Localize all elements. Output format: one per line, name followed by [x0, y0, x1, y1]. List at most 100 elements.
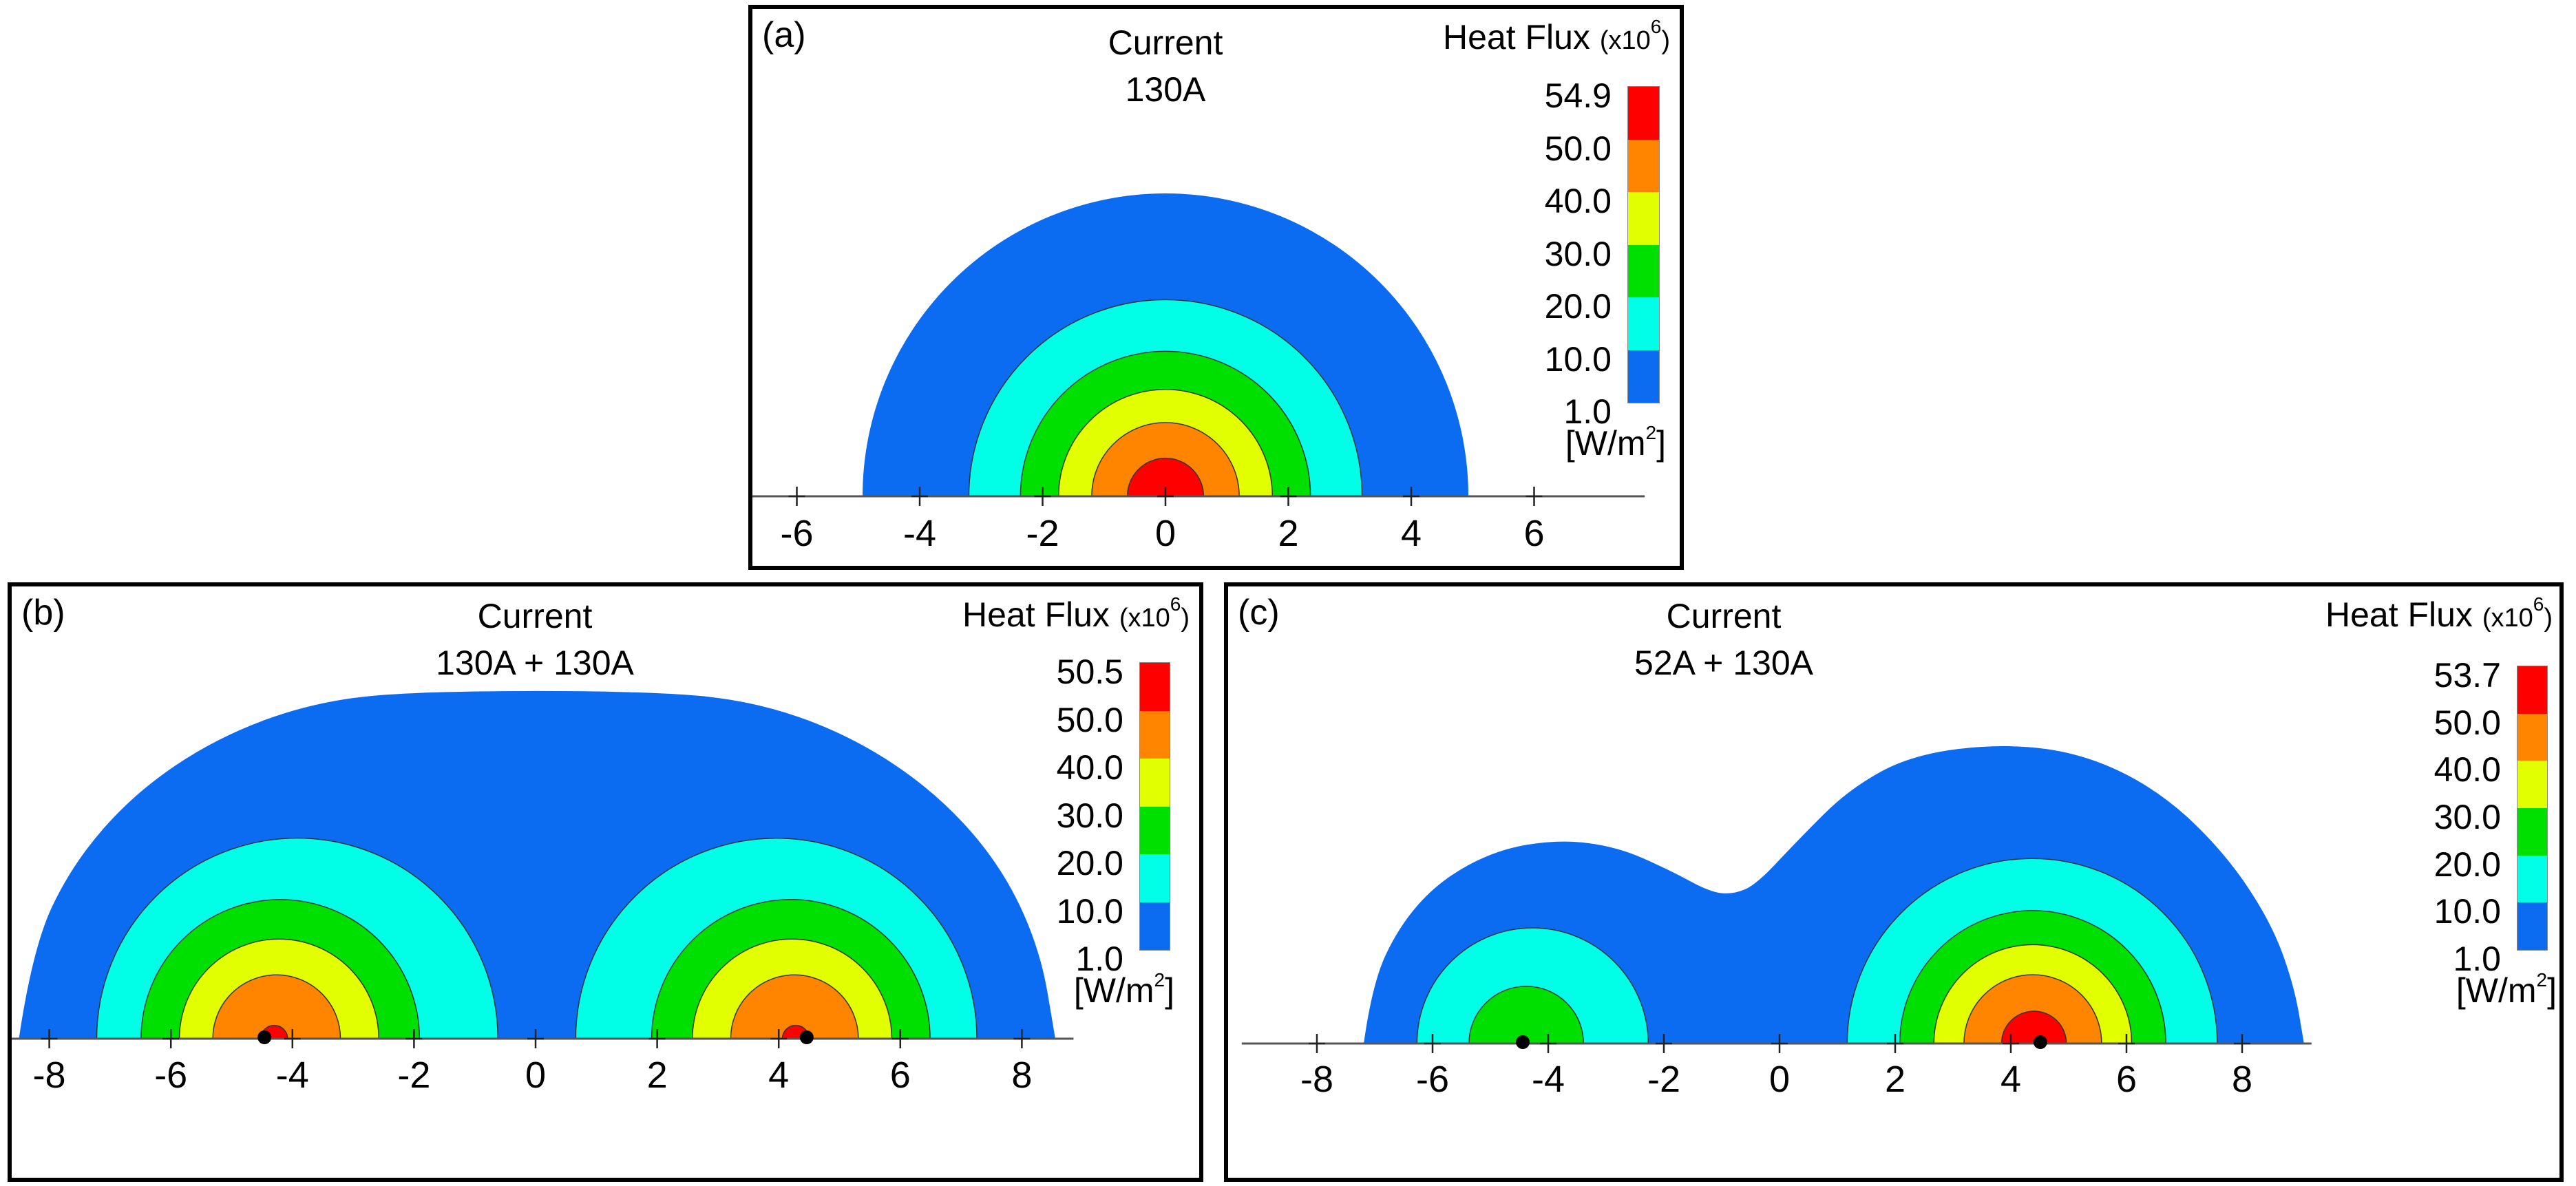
unit-exp: 2	[1645, 422, 1657, 443]
colorbar-scale: (x106)	[1599, 17, 1670, 55]
colorbar-label: 20.0	[2434, 845, 2501, 884]
colorbar-label: 10.0	[1544, 339, 1612, 379]
x-tick-label: -4	[903, 513, 936, 554]
colorbar-label: 40.0	[2434, 750, 2501, 790]
colorbar-segment	[2517, 713, 2547, 761]
colorbar-unit: [W/m2]	[1074, 971, 1174, 1010]
colorbar	[2517, 666, 2548, 951]
colorbar-segment	[1628, 192, 1659, 245]
colorbar-segment	[1628, 350, 1659, 403]
colorbar-title: Heat Flux (x106)	[1442, 17, 1670, 56]
title-line-2: 52A + 130A	[1634, 644, 1813, 682]
colorbar-unit: [W/m2]	[2456, 971, 2557, 1010]
colorbar-title-text: Heat Flux	[1442, 18, 1590, 56]
colorbar-label: 40.0	[1544, 181, 1612, 220]
colorbar-label: 20.0	[1056, 843, 1123, 882]
colorbar-title-text: Heat Flux	[962, 595, 1110, 634]
x-tick-label: 8	[1011, 1055, 1032, 1096]
colorbar-segment	[2517, 808, 2547, 856]
colorbar-segment	[2517, 666, 2547, 714]
title-line-2: 130A	[1125, 70, 1206, 109]
contour-band-10	[1416, 927, 1649, 1044]
colorbar-segment	[1628, 297, 1659, 350]
contour-band-40	[730, 974, 859, 1039]
colorbar-label: 40.0	[1056, 748, 1123, 787]
scale-prefix: (x10	[1599, 26, 1651, 55]
x-tick-label: -6	[1416, 1059, 1449, 1100]
x-tick-label: 0	[525, 1055, 546, 1096]
contour-band-40	[212, 974, 341, 1039]
colorbar-segment	[2517, 855, 2547, 903]
unit-prefix: [W/m	[1565, 424, 1646, 463]
x-tick-label: -4	[1532, 1059, 1565, 1100]
scale-exp: 6	[2533, 593, 2544, 615]
x-tick-label: -2	[1026, 513, 1059, 554]
x-tick-label: -6	[154, 1055, 187, 1096]
contour-plot-b: -8 -6 -4 -2 0 2 4 6 8	[12, 690, 1074, 1096]
panel-a: -6 -4 -2 0 2 4 6 (a) Current 130A Heat Flux (x…	[748, 5, 1684, 570]
unit-suffix: ]	[1656, 424, 1666, 463]
conductor-dot	[2033, 1035, 2047, 1049]
x-tick-label: -8	[33, 1055, 66, 1096]
colorbar-label: 30.0	[1544, 234, 1612, 273]
scale-exp: 6	[1650, 16, 1662, 37]
x-tick-label: 4	[1401, 513, 1422, 554]
scale-suffix: )	[2544, 604, 2553, 633]
scale-suffix: )	[1661, 26, 1670, 55]
title-line-1: Current	[1108, 23, 1223, 62]
colorbar-label: 50.0	[1056, 700, 1123, 739]
x-tick-label: 4	[768, 1055, 789, 1096]
contour-plot-c: -8 -6 -4 -2 0 2 4 6 8	[1241, 746, 2312, 1100]
contour-band-50	[1126, 457, 1205, 497]
colorbar-scale: (x106)	[1119, 595, 1190, 633]
colorbar-title-text: Heat Flux	[2325, 595, 2473, 634]
colorbar-label: 53.7	[2434, 655, 2501, 695]
unit-prefix: [W/m	[2456, 971, 2537, 1010]
colorbar-label: 50.0	[1544, 129, 1612, 168]
x-tick-label: -2	[1647, 1059, 1680, 1100]
panel-c: -8 -6 -4 -2 0 2 4 6 8 (c) Current 52A + 130A Hea…	[1224, 582, 2564, 1182]
x-tick-label: 6	[890, 1055, 911, 1096]
x-tick-label: 2	[647, 1055, 668, 1096]
x-tick-label: 8	[2232, 1059, 2252, 1100]
colorbar-title: Heat Flux (x106)	[2325, 595, 2553, 634]
x-tick-label: 6	[1523, 513, 1544, 554]
colorbar-label: 50.5	[1056, 652, 1123, 691]
colorbar-segment	[1140, 759, 1170, 807]
title-line-2: 130A + 130A	[436, 644, 634, 682]
colorbar	[1627, 86, 1660, 403]
conductor-dot	[1516, 1035, 1530, 1049]
unit-suffix: ]	[2547, 971, 2557, 1010]
unit-exp: 2	[1154, 969, 1165, 991]
colorbar-label: 20.0	[1544, 286, 1612, 326]
conductor-dot	[257, 1030, 272, 1044]
colorbar-segment	[1140, 854, 1170, 902]
colorbar-label: 1.0	[1563, 392, 1612, 431]
colorbar-segment	[1628, 87, 1659, 140]
scale-prefix: (x10	[2482, 604, 2533, 633]
scale-prefix: (x10	[1119, 604, 1170, 633]
panel-label: (b)	[21, 593, 65, 633]
panel-label: (c)	[1238, 593, 1280, 633]
colorbar-scale: (x106)	[2482, 595, 2553, 633]
colorbar-segment	[1140, 806, 1170, 854]
colorbar-label: 54.9	[1544, 76, 1612, 115]
colorbar-label: 30.0	[1056, 796, 1123, 835]
scale-exp: 6	[1170, 593, 1181, 615]
contour-plot-a: -6 -4 -2 0 2 4 6	[752, 193, 1645, 554]
contour-band-50	[2000, 1010, 2067, 1044]
x-tick-label: 2	[1278, 513, 1298, 554]
colorbar-label: 1.0	[1075, 939, 1123, 978]
title-line-1: Current	[477, 597, 593, 635]
colorbar-label: 50.0	[2434, 703, 2501, 742]
panel-label: (a)	[762, 15, 806, 55]
colorbar-segment	[1628, 244, 1659, 297]
x-tick-label: -4	[276, 1055, 309, 1096]
unit-suffix: ]	[1165, 971, 1174, 1010]
colorbar-label: 10.0	[1056, 891, 1123, 931]
unit-exp: 2	[2536, 969, 2548, 991]
x-tick-label: 6	[2116, 1059, 2137, 1100]
x-tick-label: -6	[780, 513, 813, 554]
scale-suffix: )	[1181, 604, 1190, 633]
colorbar-segment	[2517, 761, 2547, 809]
